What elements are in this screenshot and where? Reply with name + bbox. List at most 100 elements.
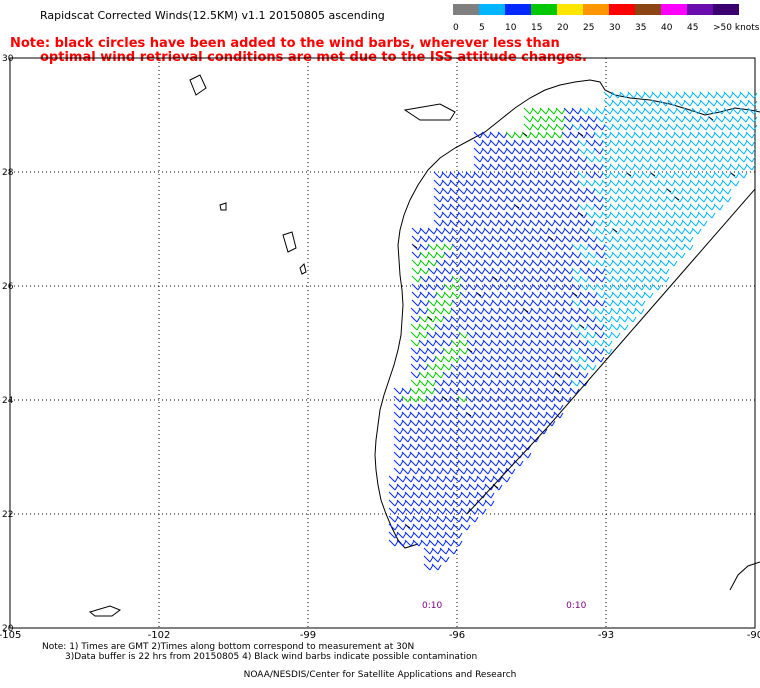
wind-barb	[452, 531, 463, 539]
wind-barb	[611, 283, 622, 291]
wind-barb	[643, 267, 654, 275]
wind-barb	[555, 235, 566, 243]
wind-barb	[431, 555, 442, 563]
wind-barb	[489, 467, 500, 475]
wind-barb	[657, 155, 668, 163]
wind-barb	[404, 491, 415, 499]
wind-barb	[436, 475, 447, 483]
wind-barb	[441, 419, 452, 427]
wind-barb	[521, 411, 532, 419]
wind-barb	[425, 459, 436, 467]
wind-barb	[609, 139, 620, 147]
wind-barb	[745, 163, 756, 171]
wind-barb	[729, 139, 740, 147]
wind-barb	[657, 203, 668, 211]
wind-barb	[657, 131, 668, 139]
wind-barb	[601, 187, 612, 195]
wind-barb	[705, 211, 716, 219]
wind-barb	[498, 347, 509, 355]
wind-barb	[537, 427, 548, 435]
wind-barb	[481, 211, 492, 219]
wind-barb	[625, 171, 636, 179]
wind-barb	[571, 259, 582, 267]
wind-barb	[522, 339, 533, 347]
wind-barb	[681, 155, 692, 163]
wind-barb	[489, 459, 500, 467]
wind-barb	[651, 243, 662, 251]
wind-barb	[420, 523, 431, 531]
wind-barb	[747, 99, 758, 107]
wind-barb	[595, 283, 606, 291]
wind-barb	[579, 251, 590, 259]
wind-barb	[619, 251, 630, 259]
wind-barb	[522, 371, 533, 379]
wind-barb	[553, 203, 564, 211]
wind-barb	[713, 179, 724, 187]
wind-barb	[441, 451, 452, 459]
wind-barb	[659, 123, 670, 131]
wind-barb	[531, 227, 542, 235]
wind-barb	[467, 251, 478, 259]
wind-barb	[465, 435, 476, 443]
wind-barb	[529, 219, 540, 227]
wind-barb	[457, 171, 468, 179]
wind-barb	[563, 267, 574, 275]
wind-barb	[649, 139, 660, 147]
wind-barb	[457, 435, 468, 443]
wind-barb	[625, 203, 636, 211]
wind-barb	[587, 107, 598, 115]
wind-barb	[499, 299, 510, 307]
wind-barb	[681, 179, 692, 187]
wind-barb	[537, 411, 548, 419]
wind-barb	[404, 531, 415, 539]
wind-barb	[747, 91, 758, 99]
wind-barb	[586, 347, 597, 355]
wind-barb	[579, 227, 590, 235]
wind-barb	[441, 387, 452, 395]
wind-barb	[561, 147, 572, 155]
wind-barb	[641, 187, 652, 195]
wind-barb	[697, 195, 708, 203]
wind-barb	[441, 203, 452, 211]
wind-barb	[602, 347, 613, 355]
wind-barb	[409, 435, 420, 443]
wind-barb	[531, 275, 542, 283]
wind-barb	[571, 115, 582, 123]
wind-barb	[420, 483, 431, 491]
wind-barb	[683, 235, 694, 243]
wind-barb	[450, 323, 461, 331]
wind-barb	[609, 219, 620, 227]
wind-barb	[484, 475, 495, 483]
wind-barb	[505, 443, 516, 451]
wind-barb	[457, 467, 468, 475]
wind-barb	[538, 315, 549, 323]
wind-barb	[699, 99, 710, 107]
wind-barb	[635, 115, 646, 123]
wind-barb	[553, 403, 564, 411]
wind-barb	[417, 403, 428, 411]
wind-barb	[603, 99, 614, 107]
wind-barb	[412, 539, 423, 547]
wind-barb	[450, 307, 461, 315]
wind-barb	[691, 227, 702, 235]
wind-barb	[443, 243, 454, 251]
wind-barb	[627, 91, 638, 99]
wind-barb	[538, 355, 549, 363]
wind-barb	[603, 107, 614, 115]
wind-barb	[427, 243, 438, 251]
wind-barb	[673, 203, 684, 211]
wind-barb	[595, 251, 606, 259]
wind-barb	[497, 427, 508, 435]
wind-barb	[595, 299, 606, 307]
wind-barb	[420, 475, 431, 483]
wind-barb	[466, 347, 477, 355]
wind-barb	[611, 259, 622, 267]
wind-barb	[681, 187, 692, 195]
wind-barb	[611, 123, 622, 131]
wind-barb	[483, 299, 494, 307]
wind-barb	[546, 315, 557, 323]
wind-barb	[505, 155, 516, 163]
wind-barb	[675, 243, 686, 251]
wind-barb	[569, 211, 580, 219]
wind-barb	[530, 379, 541, 387]
